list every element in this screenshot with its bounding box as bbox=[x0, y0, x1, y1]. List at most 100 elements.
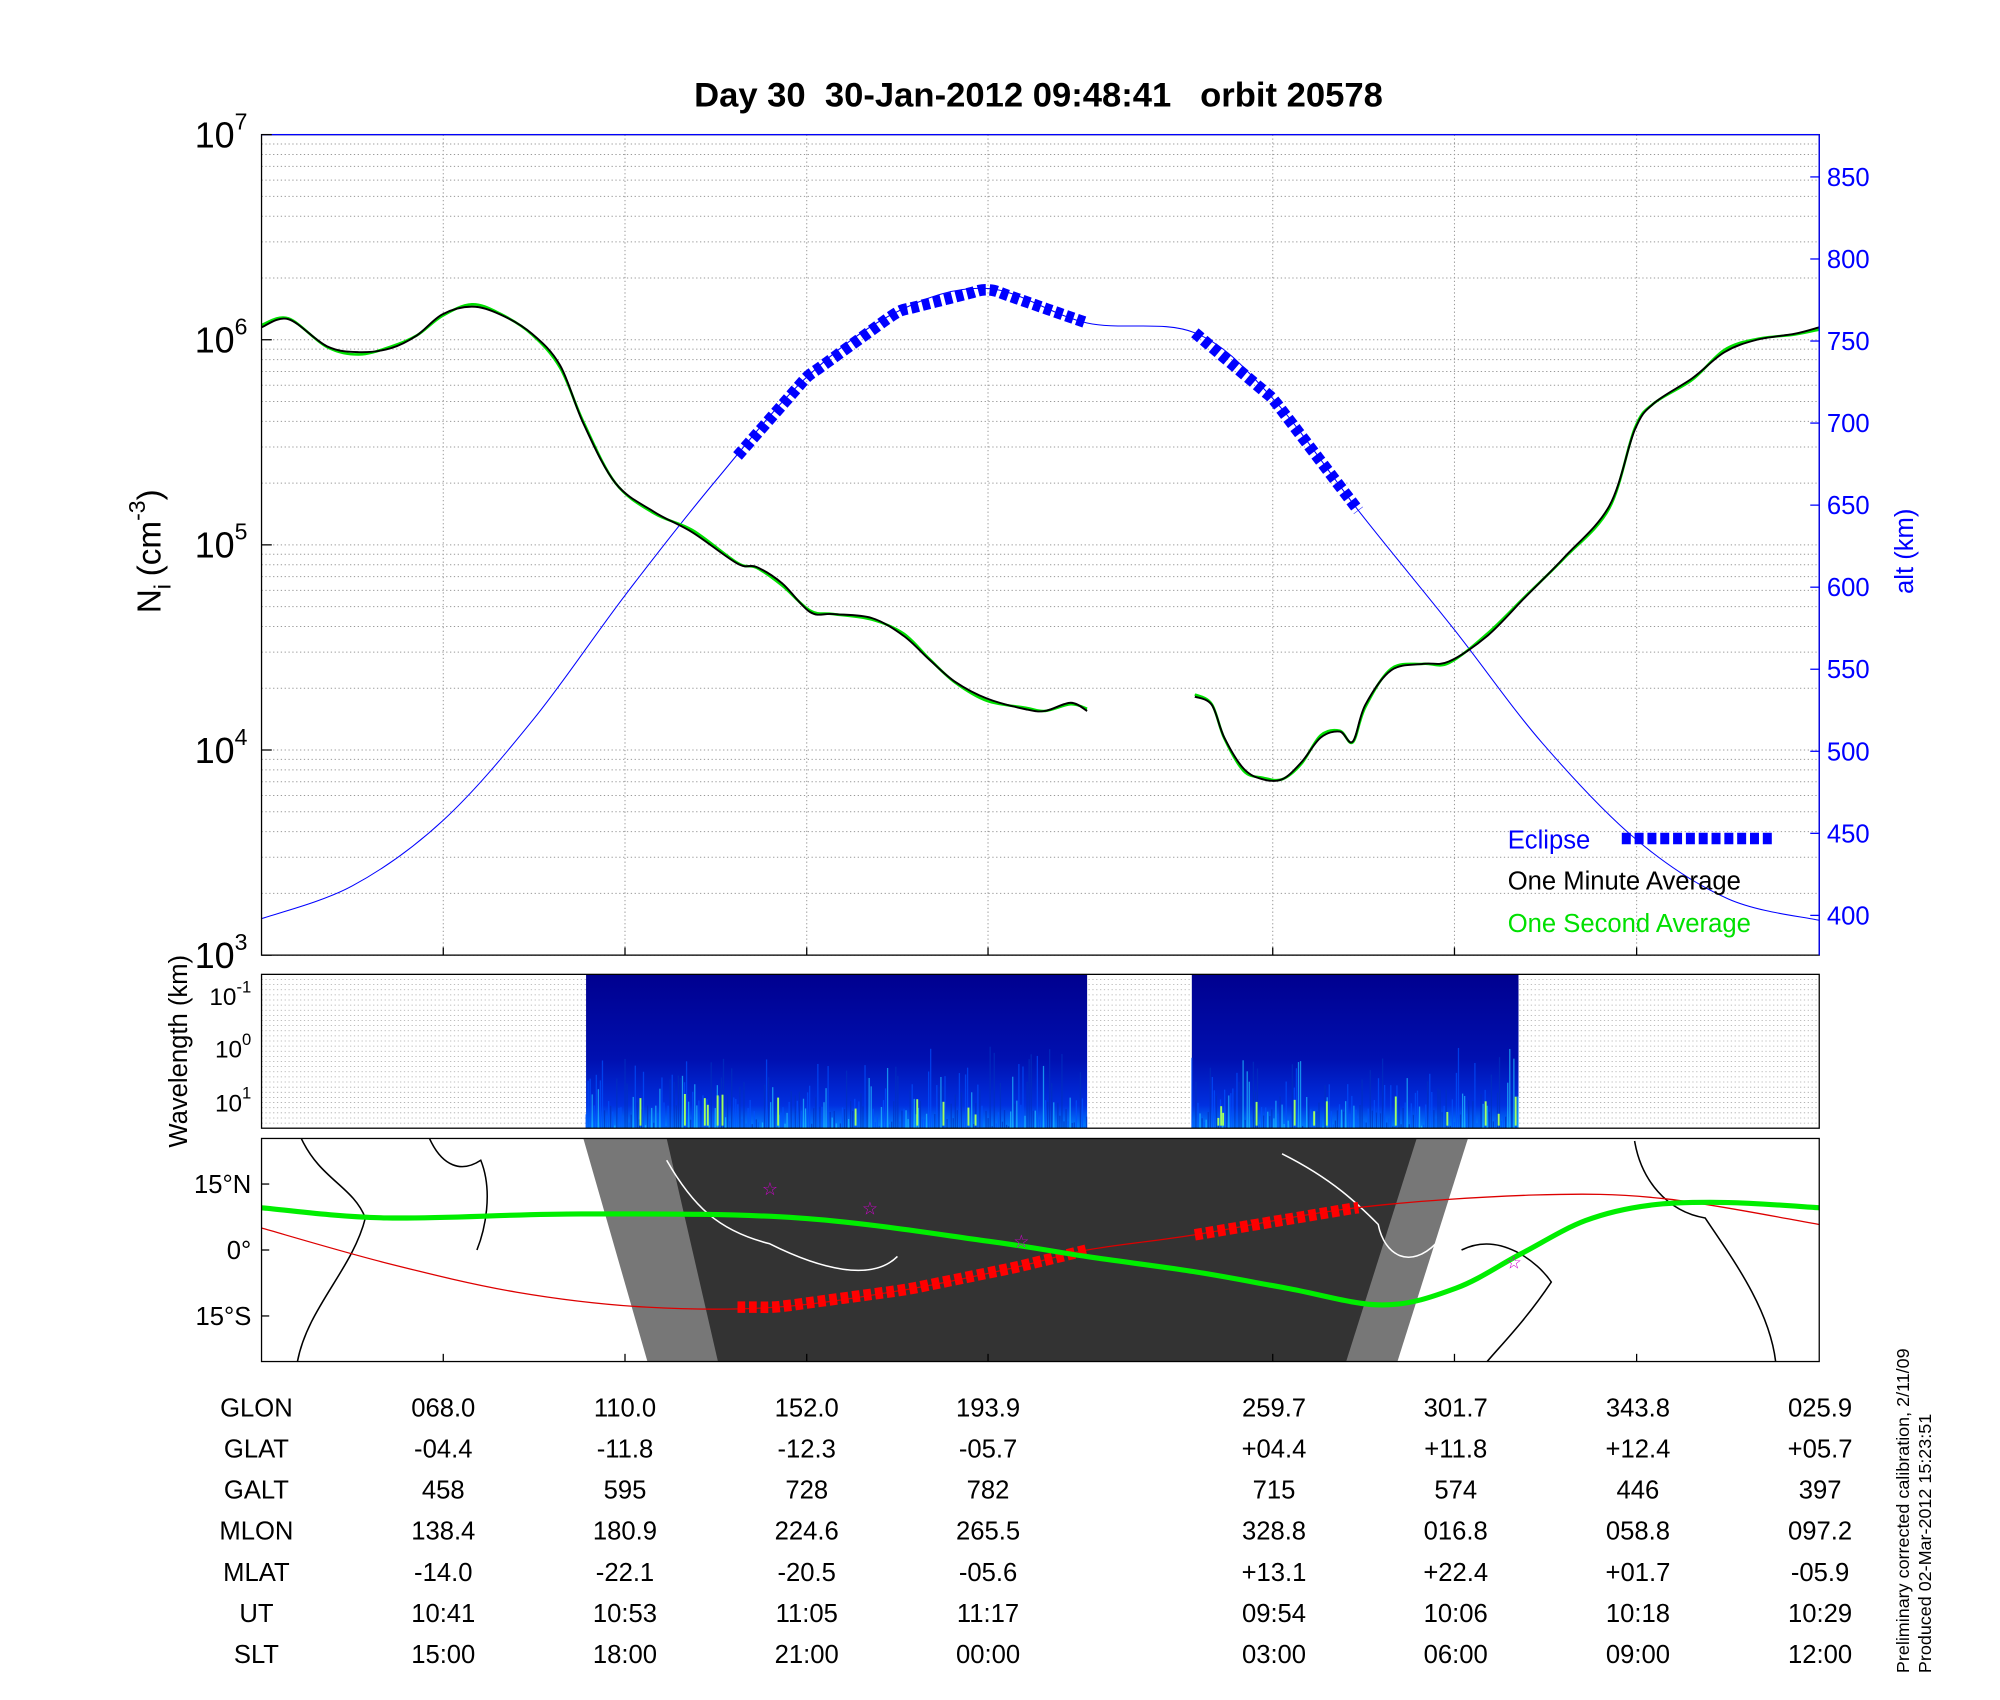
ground-track-map: ☆ ☆ ☆ ☆ bbox=[261, 1138, 1820, 1362]
table-cell: 11:05 bbox=[776, 1600, 838, 1628]
table-row-label: GALT bbox=[224, 1477, 289, 1505]
table-cell: 180.9 bbox=[593, 1518, 657, 1546]
table-cell: -22.1 bbox=[596, 1559, 654, 1587]
spectrogram-tick-label: 100 bbox=[215, 1030, 251, 1064]
table-cell: 09:00 bbox=[1606, 1641, 1670, 1669]
ylabel-sub: i bbox=[150, 584, 176, 589]
y-tick-base: 10 bbox=[195, 731, 235, 771]
y-tick-base: 10 bbox=[195, 936, 235, 976]
spectrogram-tick-label: 10-1 bbox=[209, 977, 251, 1011]
table-cell: -04.4 bbox=[414, 1436, 472, 1464]
y-tick-base: 10 bbox=[195, 526, 235, 566]
y-tick-exponent: 7 bbox=[235, 108, 248, 134]
orbit-parameter-table: GLON 068.0 110.0 152.0 193.9 259.7 301.7 343.8 0… bbox=[219, 1395, 1852, 1669]
y-tick-exponent: 3 bbox=[235, 929, 248, 955]
one-second-average-line bbox=[1194, 328, 1820, 782]
ylabel-main: N bbox=[131, 589, 168, 613]
table-row-label: MLAT bbox=[223, 1559, 290, 1587]
y2-tick-label: 550 bbox=[1827, 656, 1870, 684]
footer-produced: Produced 02-Mar-2012 15:23:51 bbox=[1915, 1414, 1935, 1673]
y2-tick-label: 750 bbox=[1827, 328, 1870, 356]
chart-title: Day 30 30-Jan-2012 09:48:41 orbit 20578 bbox=[694, 76, 1383, 114]
table-cell: -11.8 bbox=[597, 1436, 654, 1464]
latitude-tick-label: 15°S bbox=[195, 1303, 251, 1331]
table-cell: 138.4 bbox=[411, 1518, 475, 1546]
table-cell: +22.4 bbox=[1423, 1559, 1488, 1587]
table-cell: 10:18 bbox=[1606, 1600, 1670, 1628]
table-cell: -05.7 bbox=[959, 1436, 1017, 1464]
table-cell: 12:00 bbox=[1788, 1641, 1852, 1669]
legend-one-second: One Second Average bbox=[1508, 910, 1751, 938]
one-minute-average-line bbox=[261, 305, 1088, 713]
y-tick-label: 107 bbox=[195, 108, 248, 155]
table-cell: 11:17 bbox=[957, 1600, 1019, 1628]
table-cell: 06:00 bbox=[1424, 1641, 1488, 1669]
table-cell: 03:00 bbox=[1242, 1641, 1306, 1669]
coastline bbox=[428, 1138, 488, 1251]
spectrogram-frame bbox=[260, 973, 1820, 1129]
table-cell: +05.7 bbox=[1788, 1436, 1853, 1464]
table-cell: 10:29 bbox=[1788, 1600, 1852, 1628]
y2-tick-label: 850 bbox=[1827, 164, 1870, 192]
ion-density-series bbox=[261, 303, 1820, 782]
spectrogram-tick-exponent: 0 bbox=[242, 1030, 251, 1049]
spectrogram-ylabel: Wavelength (km) bbox=[165, 955, 193, 1148]
coastline bbox=[1633, 1140, 1777, 1362]
y2-tick-label: 650 bbox=[1827, 492, 1870, 520]
spectrogram-tick-label: 101 bbox=[215, 1084, 251, 1118]
table-cell: 259.7 bbox=[1242, 1395, 1306, 1423]
table-cell: 715 bbox=[1253, 1477, 1296, 1505]
footer-calibration: Preliminary corrected calibration, 2/11/… bbox=[1893, 1348, 1913, 1673]
table-cell: +01.7 bbox=[1605, 1559, 1670, 1587]
table-cell: 016.8 bbox=[1424, 1518, 1488, 1546]
spectrogram-tick-exponent: 1 bbox=[242, 1084, 251, 1103]
right-y-axis: 850 800 750 700 650 600 550 500 450 400 bbox=[1810, 164, 1870, 930]
coastline bbox=[1461, 1243, 1553, 1362]
y2-tick-label: 700 bbox=[1827, 410, 1870, 438]
y2-tick-label: 450 bbox=[1827, 820, 1870, 848]
satellite-ground-track bbox=[261, 1199, 1820, 1308]
table-cell: 328.8 bbox=[1242, 1518, 1306, 1546]
table-cell: 728 bbox=[785, 1477, 828, 1505]
table-cell: 301.7 bbox=[1424, 1395, 1488, 1423]
table-cell: 397 bbox=[1799, 1477, 1842, 1505]
table-cell: -14.0 bbox=[414, 1559, 472, 1587]
altitude-series bbox=[261, 284, 1819, 921]
star-marker: ☆ bbox=[1506, 1252, 1522, 1272]
table-cell: +11.8 bbox=[1424, 1436, 1487, 1464]
table-row-label: GLAT bbox=[224, 1436, 289, 1464]
ylabel-exp: -3 bbox=[124, 500, 150, 521]
spectrogram-tick-base: 10 bbox=[215, 1037, 242, 1064]
table-cell: 782 bbox=[967, 1477, 1010, 1505]
eclipse-track-segment bbox=[737, 1244, 1089, 1314]
table-row-label: UT bbox=[239, 1600, 274, 1628]
y2-tick-label: 500 bbox=[1827, 738, 1870, 766]
ylabel-close: ) bbox=[131, 489, 168, 500]
ylabel-unit: (cm bbox=[131, 521, 168, 577]
star-marker: ☆ bbox=[862, 1199, 878, 1219]
table-cell: 458 bbox=[422, 1477, 465, 1505]
table-cell: 00:00 bbox=[956, 1641, 1020, 1669]
y-tick-label: 105 bbox=[195, 519, 248, 566]
table-cell: 18:00 bbox=[593, 1641, 657, 1669]
eclipse-segment bbox=[1191, 328, 1363, 515]
table-cell: 224.6 bbox=[775, 1518, 839, 1546]
y2-tick-label: 400 bbox=[1827, 902, 1870, 930]
spectrogram-block bbox=[586, 974, 1088, 1129]
spectrogram-tick-base: 10 bbox=[209, 984, 236, 1011]
table-cell: 09:54 bbox=[1242, 1600, 1306, 1628]
table-row-label: GLON bbox=[220, 1395, 293, 1423]
eclipse-track-segment bbox=[1193, 1201, 1360, 1241]
table-cell: -05.9 bbox=[1791, 1559, 1849, 1587]
y2-tick-label: 800 bbox=[1827, 246, 1870, 274]
y-tick-label: 104 bbox=[195, 724, 248, 771]
one-minute-average-line bbox=[1194, 326, 1820, 782]
table-cell: 025.9 bbox=[1788, 1395, 1852, 1423]
one-second-average-line bbox=[261, 303, 1088, 713]
table-cell: 10:41 bbox=[411, 1600, 475, 1628]
table-cell: +13.1 bbox=[1242, 1559, 1307, 1587]
latitude-tick-label: 0° bbox=[227, 1237, 252, 1265]
table-row-label: MLON bbox=[219, 1518, 293, 1546]
